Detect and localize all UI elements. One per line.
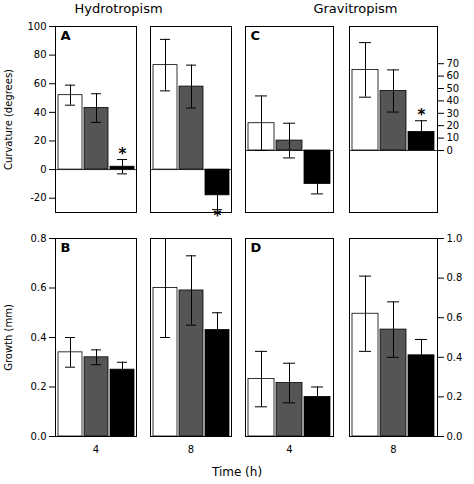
svg-text:0: 0 [447,145,453,156]
svg-text:20: 20 [447,120,460,131]
svg-text:*: * [418,106,426,124]
svg-text:30: 30 [447,108,460,119]
svg-text:0.8: 0.8 [447,272,463,283]
svg-text:100: 100 [27,21,46,32]
svg-text:0.4: 0.4 [31,332,47,343]
svg-text:20: 20 [34,135,47,146]
svg-text:A: A [61,28,71,43]
svg-text:0.0: 0.0 [31,431,47,442]
svg-text:0.2: 0.2 [31,381,47,392]
svg-text:0.6: 0.6 [447,312,463,323]
svg-text:60: 60 [34,78,47,89]
html-text:Time (h): Time (h) [211,465,263,479]
svg-text:1.0: 1.0 [447,233,463,244]
svg-text:4: 4 [286,444,292,455]
svg-text:80: 80 [34,49,47,60]
svg-text:C: C [251,28,261,43]
svg-text:0.0: 0.0 [447,431,463,442]
svg-text:70: 70 [447,58,460,69]
svg-text:0.6: 0.6 [31,282,47,293]
svg-text:*: * [214,207,222,225]
html-text:Hydrotropism: Hydrotropism [74,1,163,16]
svg-text:40: 40 [447,95,460,106]
svg-text:0.4: 0.4 [447,352,463,363]
svg-text:*: * [119,145,127,163]
svg-text:Growth (mm): Growth (mm) [3,304,14,371]
svg-text:40: 40 [34,107,47,118]
svg-text:60: 60 [447,70,460,81]
svg-text:50: 50 [447,83,460,94]
svg-text:-20: -20 [30,192,46,203]
svg-text:0: 0 [40,164,46,175]
svg-text:8: 8 [188,444,194,455]
svg-text:B: B [61,240,71,255]
svg-text:D: D [251,240,262,255]
html-text:Gravitropism: Gravitropism [313,1,398,16]
svg-text:4: 4 [93,444,99,455]
svg-text:10: 10 [447,132,460,143]
svg-text:0.8: 0.8 [31,233,47,244]
svg-text:8: 8 [390,444,396,455]
svg-text:0.2: 0.2 [447,391,463,402]
svg-text:Curvature (degrees): Curvature (degrees) [3,69,14,170]
